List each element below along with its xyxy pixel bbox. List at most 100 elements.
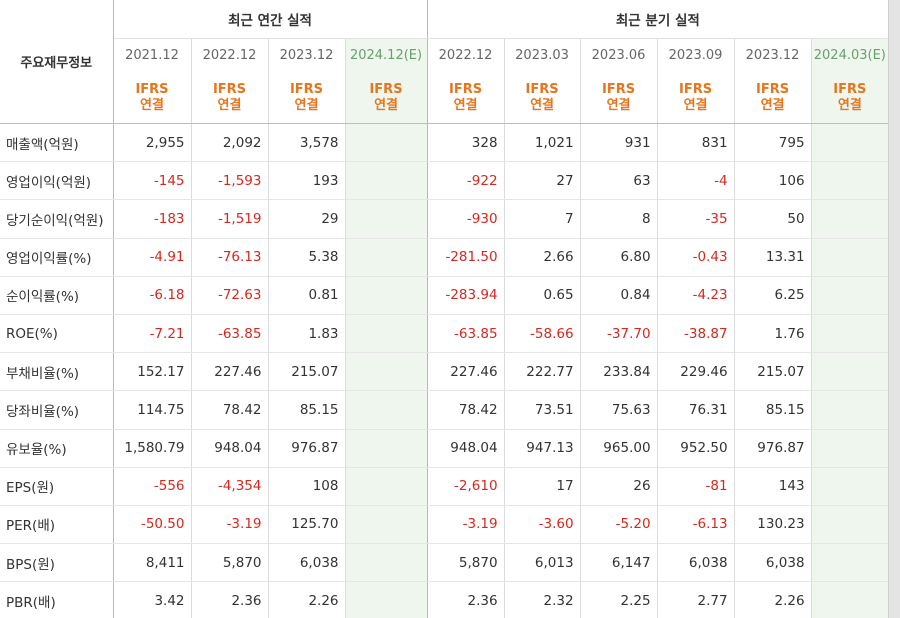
value-cell: 2,955 [112, 123, 191, 163]
value-cell: -4.23 [656, 276, 735, 315]
value-cell: 931 [579, 123, 658, 163]
value-cell: -6.13 [656, 505, 735, 545]
table-row: 부채비율(%) 152.17 227.46 215.07 227.46 222.77 233… [0, 352, 888, 392]
period-header: 2024.12(E) [344, 38, 428, 72]
value-cell [810, 390, 888, 430]
value-cell: 152.17 [112, 352, 191, 392]
value-cell: 17 [503, 466, 581, 506]
value-cell: 63 [579, 161, 658, 201]
ifrs-badge-row: IFRS 연결 IFRS 연결 IFRS 연결 IFRS 연결 IFRS 연결 IFRS 연결 IFRS… [0, 72, 888, 124]
period-header: 2022.12 [190, 38, 268, 72]
value-cell: -281.50 [426, 237, 505, 277]
value-cell: 215.07 [267, 352, 345, 392]
value-cell: 2,092 [190, 123, 268, 163]
value-cell: -4 [656, 161, 735, 201]
value-cell: -58.66 [503, 314, 581, 354]
row-label: 당좌비율(%) [0, 390, 114, 430]
value-cell [810, 466, 888, 506]
period-header: 2024.03(E) [810, 38, 888, 72]
value-cell: 78.42 [426, 390, 505, 430]
value-cell: 5,870 [190, 543, 268, 583]
value-cell: 75.63 [579, 390, 658, 430]
value-cell: -145 [112, 161, 191, 201]
value-cell [344, 123, 428, 163]
badge-ifrs-label: IFRS [289, 81, 324, 97]
value-cell [344, 161, 428, 201]
value-cell: 2.36 [190, 581, 268, 618]
row-label: PER(배) [0, 505, 114, 545]
table-row: 영업이익률(%) -4.91 -76.13 5.38 -281.50 2.66 6.80 -0… [0, 237, 888, 277]
value-cell: 3,578 [267, 123, 345, 163]
table-row: ROE(%) -7.21 -63.85 1.83 -63.85 -58.66 -37.70-… [0, 314, 888, 354]
value-cell [810, 505, 888, 545]
value-cell: 233.84 [579, 352, 658, 392]
value-cell: -1,519 [190, 199, 268, 239]
value-cell: 29 [267, 199, 345, 239]
value-cell: 5.38 [267, 237, 345, 277]
ifrs-badge: IFRS 연결 [733, 72, 812, 124]
value-cell [810, 276, 888, 315]
ifrs-badge: IFRS 연결 [426, 72, 505, 124]
ifrs-badge: IFRS 연결 [503, 72, 581, 124]
value-cell: 73.51 [503, 390, 581, 430]
value-cell: 215.07 [733, 352, 812, 392]
value-cell: -50.50 [112, 505, 191, 545]
period-header: 2022.12 [426, 38, 505, 72]
value-cell [344, 581, 428, 618]
value-cell [810, 543, 888, 583]
value-cell [810, 123, 888, 163]
value-cell [810, 314, 888, 354]
badge-ifrs-label: IFRS [369, 81, 403, 97]
value-cell: 6,038 [733, 543, 812, 583]
value-cell: 26 [579, 466, 658, 506]
row-label: 유보율(%) [0, 429, 114, 468]
badge-ifrs-label: IFRS [833, 81, 867, 97]
value-cell: -0.43 [656, 237, 735, 277]
value-cell: -37.70 [579, 314, 658, 354]
period-header: 2023.06 [579, 38, 658, 72]
value-cell: 106 [733, 161, 812, 201]
value-cell: -922 [426, 161, 505, 201]
value-cell: 227.46 [426, 352, 505, 392]
value-cell [810, 352, 888, 392]
value-cell: -183 [112, 199, 191, 239]
row-label: 순이익률(%) [0, 276, 114, 315]
row-label: 매출액(억원) [0, 123, 114, 163]
value-cell: 2.36 [426, 581, 505, 618]
value-cell: 2.66 [503, 237, 581, 277]
ifrs-badge: IFRS 연결 [190, 72, 268, 124]
badge-ifrs-label: IFRS [756, 81, 790, 97]
value-cell: 8,411 [112, 543, 191, 583]
value-cell [344, 199, 428, 239]
period-header: 2021.12 [125, 48, 179, 63]
value-cell: 6,147 [579, 543, 658, 583]
table-row: 당좌비율(%) 114.75 78.42 85.15 78.42 73.51 75.63 76… [0, 390, 888, 430]
value-cell: 108 [267, 466, 345, 506]
value-cell: 795 [733, 123, 812, 163]
value-cell: 2.32 [503, 581, 581, 618]
value-cell [344, 352, 428, 392]
period-header-row: 2021.12 2022.12 2023.12 2024.12(E) 2022.12 20… [0, 38, 888, 72]
row-label: PBR(배) [0, 581, 114, 618]
annual-group-header: 최근 연간 실적 [113, 0, 428, 39]
value-cell [810, 429, 888, 468]
value-cell: 1.76 [733, 314, 812, 354]
value-cell: 5,870 [426, 543, 505, 583]
value-cell: -1,593 [190, 161, 268, 201]
badge-consolidated-label: 연결 [140, 97, 164, 113]
period-header: 2023.12 [733, 38, 812, 72]
row-label: BPS(원) [0, 543, 114, 583]
ifrs-badge: IFRS 연결 [344, 72, 428, 124]
period-header: 2023.03 [503, 38, 581, 72]
value-cell: 8 [579, 199, 658, 239]
badge-ifrs-label: IFRS [679, 81, 713, 97]
row-label: 영업이익(억원) [0, 161, 114, 201]
badge-consolidated-label: 연결 [530, 97, 554, 113]
value-cell: 328 [426, 123, 505, 163]
row-label: ROE(%) [0, 314, 114, 354]
value-cell: -63.85 [426, 314, 505, 354]
value-cell: 76.31 [656, 390, 735, 430]
value-cell: 952.50 [656, 429, 735, 468]
period-header: 2023.12 [267, 38, 345, 72]
